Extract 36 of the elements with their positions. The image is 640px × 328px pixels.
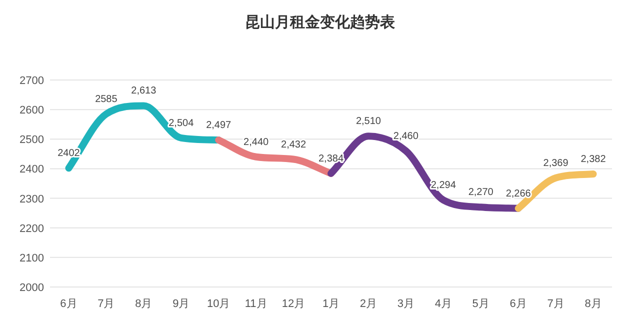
y-tick-label: 2500 bbox=[20, 134, 44, 146]
data-label: 2,440 bbox=[244, 136, 270, 148]
y-tick-label: 2400 bbox=[20, 164, 44, 176]
y-tick-label: 2200 bbox=[20, 222, 44, 235]
x-tick-label: 10月 bbox=[206, 298, 230, 310]
x-tick-label: 6月 bbox=[60, 298, 78, 310]
x-tick-label: 2月 bbox=[360, 298, 378, 310]
data-label: 2,613 bbox=[131, 86, 157, 97]
y-tick-label: 2600 bbox=[20, 104, 44, 117]
data-label: 2,460 bbox=[393, 130, 419, 142]
data-label: 2,497 bbox=[206, 120, 232, 132]
data-label: 2,369 bbox=[543, 158, 569, 169]
x-tick-label: 4月 bbox=[434, 298, 452, 310]
y-tick-label: 2100 bbox=[20, 252, 44, 264]
data-label: 2585 bbox=[95, 94, 118, 106]
data-label: 2,382 bbox=[580, 154, 606, 166]
data-label: 2,270 bbox=[468, 187, 494, 198]
y-tick-label: 2300 bbox=[20, 193, 44, 206]
x-tick-label: 5月 bbox=[472, 298, 490, 310]
x-tick-label: 8月 bbox=[135, 298, 152, 310]
x-tick-label: 3月 bbox=[397, 298, 414, 310]
x-tick-label: 7月 bbox=[98, 298, 115, 310]
title: 昆山月租金变化趋势表 bbox=[245, 14, 395, 31]
y-tick-label: 2700 bbox=[20, 75, 44, 87]
x-tick-label: 11月 bbox=[244, 298, 268, 310]
data-label: 2,510 bbox=[356, 116, 382, 128]
x-tick-label: 8月 bbox=[584, 298, 602, 310]
x-tick-label: 12月 bbox=[282, 298, 306, 310]
data-label: 2,504 bbox=[168, 118, 194, 129]
x-tick-label: 9月 bbox=[172, 298, 190, 310]
x-tick-label: 6月 bbox=[510, 298, 527, 310]
data-label: 2,266 bbox=[506, 188, 532, 200]
y-tick-label: 2000 bbox=[20, 282, 44, 294]
x-tick-label: 1月 bbox=[322, 298, 340, 310]
data-label: 2,432 bbox=[281, 139, 306, 150]
x-tick-label: 7月 bbox=[547, 298, 564, 310]
